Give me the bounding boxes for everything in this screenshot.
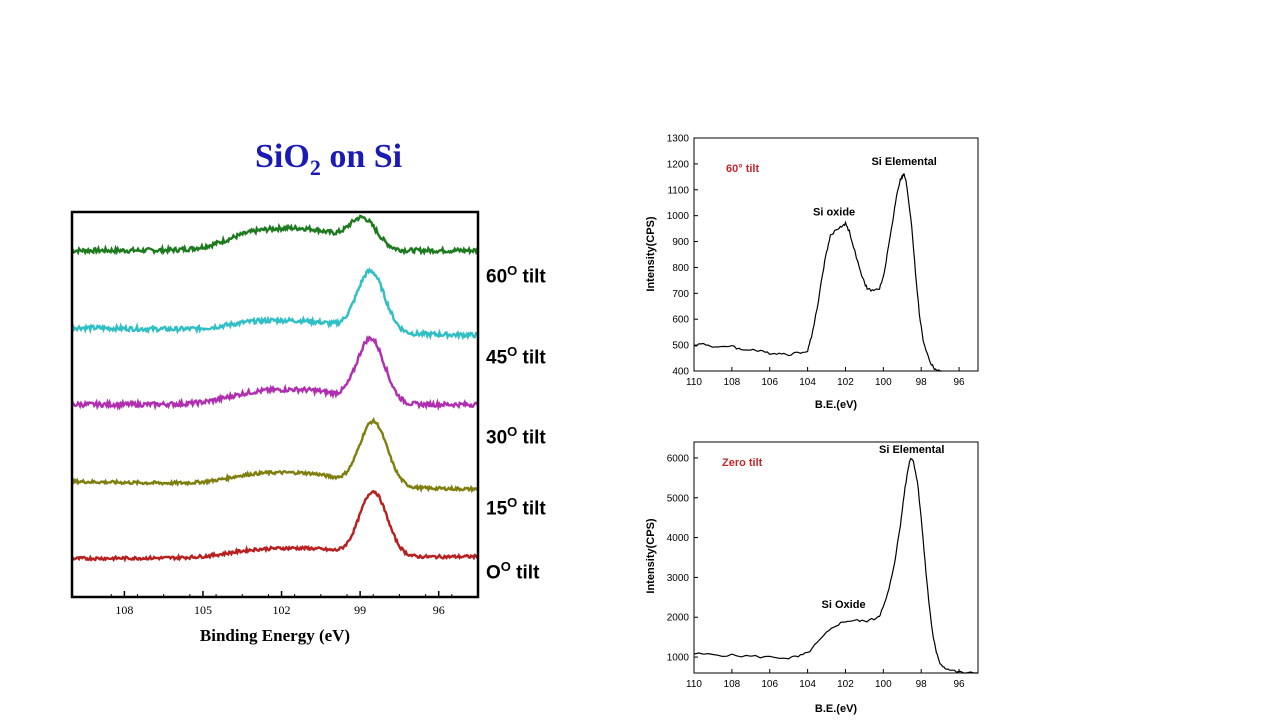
x-tick-label: 104 <box>799 679 816 690</box>
annotation-si-oxide: Si Oxide <box>822 599 866 611</box>
y-tick-label: 2000 <box>667 613 690 624</box>
x-tick-label: 100 <box>875 679 892 690</box>
x-tick-label: 96 <box>954 377 966 388</box>
slide-title: SiO2 on Si <box>255 138 403 180</box>
x-axis-label: Binding Energy (eV) <box>200 626 350 645</box>
x-tick-label: 104 <box>799 377 816 388</box>
x-tick-label: 96 <box>954 679 966 690</box>
x-tick-label: 98 <box>916 377 928 388</box>
annotation-si-oxide: Si oxide <box>813 207 855 219</box>
y-tick-label: 800 <box>672 263 689 274</box>
x-tick-label: 100 <box>875 377 892 388</box>
series-label-60: 60O tilt <box>486 263 546 288</box>
plot-frame <box>693 137 979 372</box>
series-label-15: 15O tilt <box>486 495 546 520</box>
series-line-1 <box>71 267 479 341</box>
plot-frame <box>70 210 480 599</box>
x-tick-label: 106 <box>761 679 778 690</box>
y-tick-label: 1000 <box>667 211 690 222</box>
y-tick-label: 400 <box>672 367 689 378</box>
y-tick-label: 1200 <box>667 159 690 170</box>
series-line-4 <box>71 489 479 563</box>
xps-zero-tilt-chart: 110 108 106 104 102 100 98 96 1000 2000 3000 4000 50… <box>645 441 979 715</box>
y-tick-label: 900 <box>672 237 689 248</box>
spectrum-line <box>693 457 978 674</box>
series-label-0: OO tilt <box>486 559 540 584</box>
x-tick-label: 106 <box>761 377 778 388</box>
x-tick-label: 105 <box>194 603 212 617</box>
x-tick-label: 96 <box>433 603 445 617</box>
y-tick-label: 6000 <box>667 453 690 464</box>
y-tick-label: 4000 <box>667 533 690 544</box>
x-tick-label: 99 <box>354 603 366 617</box>
spectrum-line <box>693 173 942 372</box>
chart-title: 60° tilt <box>726 163 759 175</box>
axes: 110 108 106 104 102 100 98 96 1000 2000 3000 4000 50… <box>667 441 979 690</box>
x-tick-label: 98 <box>916 679 928 690</box>
y-tick-label: 500 <box>672 341 689 352</box>
series-label-45: 45O tilt <box>486 344 546 369</box>
y-axis-label: Intensity(CPS) <box>645 216 657 292</box>
x-tick-label: 108 <box>724 377 741 388</box>
y-tick-label: 700 <box>672 289 689 300</box>
x-tick-label: 108 <box>724 679 741 690</box>
y-tick-label: 1000 <box>667 653 690 664</box>
plot-frame <box>693 441 979 674</box>
series-line-2 <box>70 335 480 412</box>
annotation-si-elemental: Si Elemental <box>871 156 936 168</box>
x-tick-label: 102 <box>837 679 854 690</box>
series-line-0 <box>71 214 480 256</box>
stacked-xps-chart: 108 105 102 99 96 Binding Energy (eV) <box>70 210 480 645</box>
series-group <box>70 214 480 563</box>
x-axis-ticks: 108 105 102 99 96 <box>110 591 453 617</box>
x-tick-label: 102 <box>273 603 291 617</box>
x-axis-label: B.E.(eV) <box>815 399 858 411</box>
axes: 110 108 106 104 102 100 98 96 400 500 600 700 800 900… <box>667 134 979 388</box>
x-tick-label: 108 <box>115 603 133 617</box>
y-tick-label: 600 <box>672 315 689 326</box>
annotation-si-elemental: Si Elemental <box>879 444 944 456</box>
y-tick-label: 1300 <box>667 134 690 145</box>
xps-60-tilt-chart: 110 108 106 104 102 100 98 96 400 500 600 700 800 900… <box>645 134 979 411</box>
y-axis-label: Intensity(CPS) <box>645 518 657 594</box>
chart-title: Zero tilt <box>722 457 763 469</box>
x-axis-label: B.E.(eV) <box>815 703 858 715</box>
y-tick-label: 1100 <box>667 185 689 196</box>
x-tick-label: 110 <box>686 377 702 388</box>
y-tick-label: 3000 <box>667 573 690 584</box>
x-tick-label: 110 <box>686 679 702 690</box>
y-tick-label: 5000 <box>667 493 690 504</box>
series-label-30: 30O tilt <box>486 424 546 449</box>
series-line-3 <box>70 416 479 494</box>
x-tick-label: 102 <box>837 377 854 388</box>
